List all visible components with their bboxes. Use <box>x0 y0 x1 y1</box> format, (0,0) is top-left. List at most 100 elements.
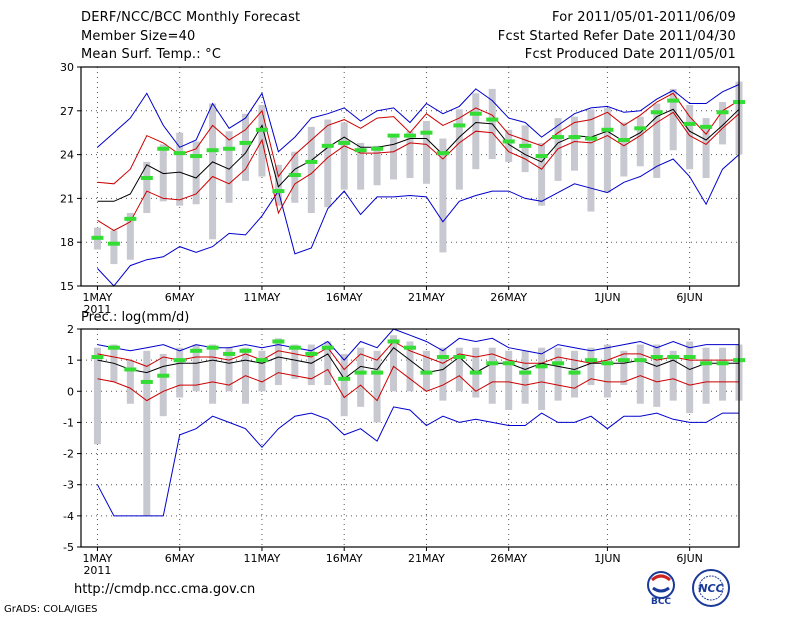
temp-obs-marker <box>173 151 186 156</box>
prec-obs-marker <box>584 358 597 363</box>
prec-spread-bar <box>307 344 315 386</box>
temp-obs-marker <box>91 235 104 240</box>
temp-spread-bar <box>406 131 414 178</box>
prec-spread-bar <box>209 344 217 404</box>
temp-spread-bar <box>126 213 134 260</box>
prec-obs-marker <box>502 361 515 366</box>
prec-spread-bar <box>620 350 628 386</box>
prec-obs-marker <box>436 355 449 360</box>
prec-chart-title: Prec.: log(mm/d) <box>81 310 190 325</box>
temp-obs-marker <box>650 110 663 115</box>
temp-spread-bar <box>653 103 661 178</box>
temp-xtick-label: 1MAY <box>83 291 113 304</box>
prec-spread-bar <box>126 360 134 404</box>
prec-upper-line <box>97 340 739 371</box>
chart-title: DERF/NCC/BCC Monthly Forecast <box>81 10 301 25</box>
temp-ytick-label: 24 <box>60 149 74 162</box>
temp-obs-marker <box>107 241 120 246</box>
temp-obs-marker <box>305 159 318 164</box>
temp-spread-bar <box>571 116 578 171</box>
temp-obs-marker <box>321 143 334 148</box>
prec-obs-marker <box>716 361 729 366</box>
prec-spread-bar <box>587 347 595 386</box>
temp-xtick-label: 6JUN <box>676 291 703 304</box>
prec-obs-marker <box>535 364 548 369</box>
temp-xtick-label: 16MAY <box>326 291 363 304</box>
temp-spread-bar <box>669 88 677 151</box>
prec-obs-marker <box>124 367 137 372</box>
temp-ytick-label: 15 <box>60 280 74 293</box>
website-link[interactable]: http://cmdp.ncc.cma.gov.cn <box>74 582 256 597</box>
temp-obs-marker <box>387 133 400 138</box>
prec-obs-marker <box>321 345 334 350</box>
temp-obs-marker <box>617 138 630 142</box>
temp-xtick-label: 6MAY <box>165 291 195 304</box>
temp-obs-marker <box>420 130 433 135</box>
temp-spread-bar <box>422 121 430 184</box>
temp-obs-marker <box>469 111 482 116</box>
temp-obs-marker <box>552 135 565 140</box>
temp-obs-marker <box>584 136 597 141</box>
temp-spread-bar <box>719 102 727 145</box>
prec-max-line <box>97 328 739 361</box>
prec-spread-bar <box>390 335 398 392</box>
temp-spread-bar <box>340 122 348 190</box>
prec-obs-marker <box>634 358 647 363</box>
prec-spread-bar <box>439 347 447 401</box>
bcc-logo: BCC <box>647 571 675 606</box>
temp-obs-marker <box>667 98 680 103</box>
temp-obs-marker <box>239 140 252 145</box>
temp-spread-bar <box>702 118 710 178</box>
prec-spread-bar <box>603 344 611 398</box>
prec-obs-marker <box>617 358 630 363</box>
temp-xtick-label: 21MAY <box>408 291 445 304</box>
prec-spread-bar <box>291 344 299 379</box>
temp-obs-marker <box>255 127 268 132</box>
temp-obs-marker <box>502 139 515 144</box>
prec-obs-marker <box>190 348 203 353</box>
temp-max-line <box>97 84 740 153</box>
prec-obs-marker <box>272 339 285 344</box>
temp-xtick-sublabel: 2011 <box>83 303 111 316</box>
prec-spread-bar <box>538 347 546 410</box>
prec-xtick-label: 1MAY <box>83 552 113 565</box>
temp-obs-marker <box>568 135 581 140</box>
temp-spread-bar <box>636 116 644 167</box>
prec-xtick-sublabel: 2011 <box>83 564 111 577</box>
temp-spread-bar <box>291 151 299 203</box>
temp-obs-marker <box>700 124 713 129</box>
prec-spread-bar <box>488 347 496 404</box>
prec-ytick-label: 2 <box>67 323 74 336</box>
temp-spread-bar <box>521 125 529 173</box>
prec-spread-bar <box>702 347 710 404</box>
prec-lower-line <box>97 365 739 402</box>
produced-date: Fcst Produced Date 2011/05/01 <box>524 47 736 62</box>
temp-xtick-label: 1JUN <box>594 291 621 304</box>
temp-spread-bar <box>587 109 595 212</box>
prec-mean-line <box>97 346 739 380</box>
temp-spread-bar <box>225 131 233 203</box>
prec-spread-bar <box>505 350 513 410</box>
prec-min-line <box>97 406 739 517</box>
prec-ytick-label: -4 <box>63 510 74 523</box>
prec-ytick-label: -1 <box>63 416 74 429</box>
refer-date: Fcst Started Refer Date 2011/04/30 <box>497 29 736 44</box>
prec-obs-marker <box>453 355 466 360</box>
prec-spread-bar <box>225 347 233 392</box>
temp-xtick-label: 11MAY <box>244 291 281 304</box>
temp-spread-bar <box>209 103 217 240</box>
prec-spread-bar <box>669 350 677 401</box>
temp-obs-marker <box>535 154 548 159</box>
temp-obs-marker <box>404 133 416 138</box>
prec-spread-bar <box>636 344 644 404</box>
temp-spread-bar <box>538 142 546 206</box>
prec-obs-marker <box>469 370 482 375</box>
temp-obs-marker <box>190 154 203 159</box>
prec-obs-marker <box>288 345 301 350</box>
temp-obs-marker <box>157 146 170 151</box>
prec-obs-marker <box>223 351 236 356</box>
temp-spread-bar <box>686 104 694 170</box>
temp-obs-marker <box>683 121 696 126</box>
prec-obs-marker <box>387 339 400 344</box>
